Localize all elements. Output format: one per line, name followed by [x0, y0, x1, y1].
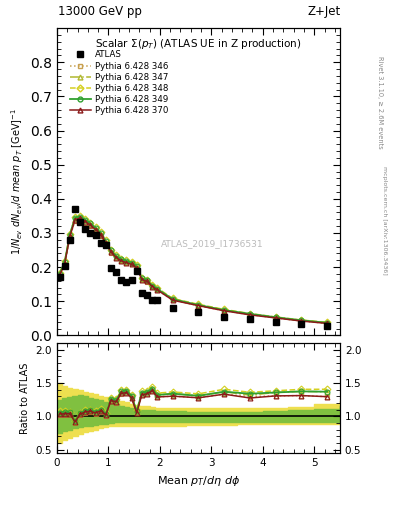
- Text: mcplots.cern.ch [arXiv:1306.3436]: mcplots.cern.ch [arXiv:1306.3436]: [382, 166, 387, 274]
- Text: Z+Jet: Z+Jet: [308, 5, 341, 18]
- Text: ATLAS_2019_I1736531: ATLAS_2019_I1736531: [161, 239, 264, 248]
- Text: Rivet 3.1.10, ≥ 2.6M events: Rivet 3.1.10, ≥ 2.6M events: [377, 56, 384, 149]
- Text: Scalar $\Sigma(p_T)$ (ATLAS UE in Z production): Scalar $\Sigma(p_T)$ (ATLAS UE in Z prod…: [95, 37, 302, 51]
- Y-axis label: $1/N_{ev}\ dN_{ev}/d\ mean\ p_T\ [\mathrm{GeV}]^{-1}$: $1/N_{ev}\ dN_{ev}/d\ mean\ p_T\ [\mathr…: [9, 108, 25, 255]
- Y-axis label: Ratio to ATLAS: Ratio to ATLAS: [20, 362, 30, 434]
- X-axis label: Mean $p_T/d\eta\ d\phi$: Mean $p_T/d\eta\ d\phi$: [157, 474, 240, 487]
- Text: 13000 GeV pp: 13000 GeV pp: [58, 5, 142, 18]
- Legend: ATLAS, Pythia 6.428 346, Pythia 6.428 347, Pythia 6.428 348, Pythia 6.428 349, P: ATLAS, Pythia 6.428 346, Pythia 6.428 34…: [67, 48, 171, 118]
